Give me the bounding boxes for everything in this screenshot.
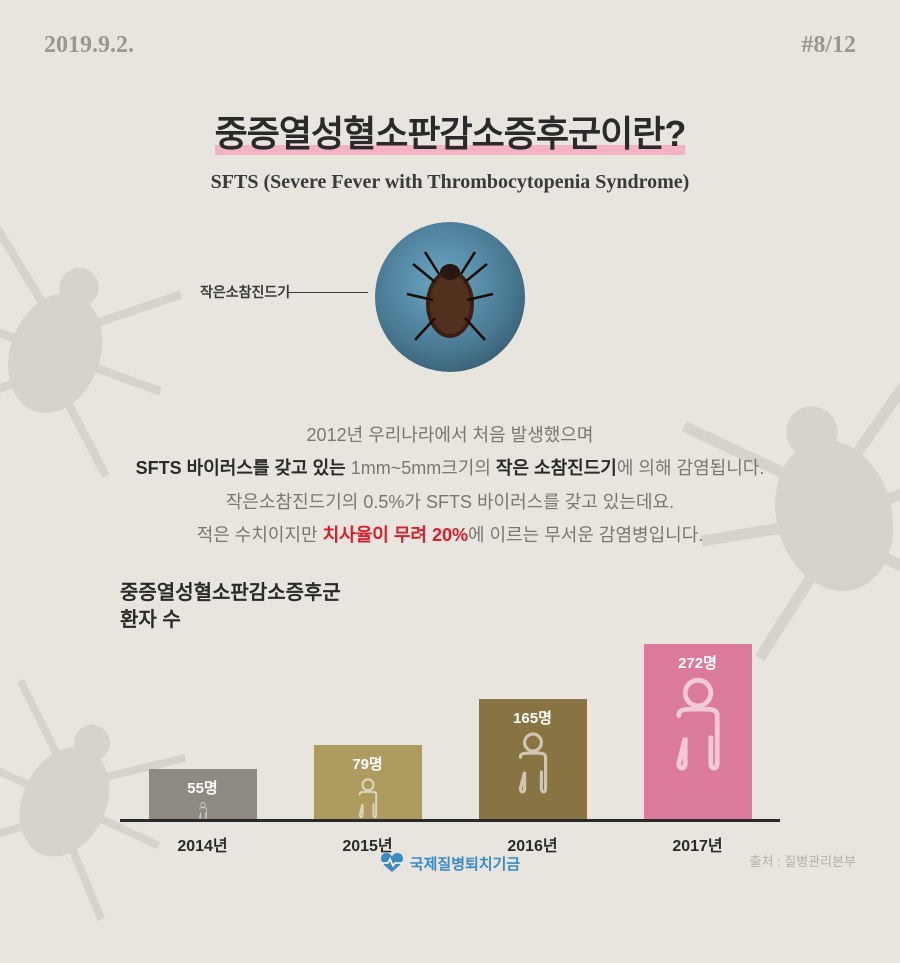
bar-value-label: 165명 [513, 707, 552, 728]
tick-photo [375, 222, 525, 372]
source-credit: 출처 : 질병관리본부 [749, 851, 856, 870]
bar: 165명 [479, 699, 587, 819]
footer-logo-text: 국제질병퇴치기금 [410, 853, 520, 874]
chart-title: 중증열성혈소판감소증후군 환자 수 [120, 580, 780, 634]
bar: 79명 [314, 745, 422, 819]
footer-logo: 국제질병퇴치기금 [380, 852, 520, 874]
main-title: 중증열성혈소판감소증후군이란? [215, 105, 686, 157]
subtitle: SFTS (Severe Fever with Thrombocytopenia… [0, 171, 900, 194]
tick-species-label: 작은소참진드기 [200, 282, 290, 302]
heart-icon [380, 852, 404, 874]
person-icon [512, 732, 554, 795]
header-page: #8/12 [801, 32, 856, 59]
bar-column: 272명 [615, 644, 780, 819]
bar: 55명 [149, 769, 257, 819]
bar-column: 165명 [450, 699, 615, 819]
bar-value-label: 55명 [187, 777, 218, 798]
bar: 272명 [644, 644, 752, 819]
patient-count-chart: 중증열성혈소판감소증후군 환자 수 55명79명165명272명 2014년20… [120, 580, 780, 856]
bar-value-label: 79명 [352, 753, 383, 774]
person-icon [192, 802, 214, 819]
bar-value-label: 272명 [678, 652, 717, 673]
leader-line [288, 292, 368, 293]
person-icon [666, 677, 730, 773]
header-date: 2019.9.2. [44, 32, 134, 59]
person-icon [353, 778, 383, 819]
bar-column: 55명 [120, 769, 285, 819]
bar-column: 79명 [285, 745, 450, 819]
